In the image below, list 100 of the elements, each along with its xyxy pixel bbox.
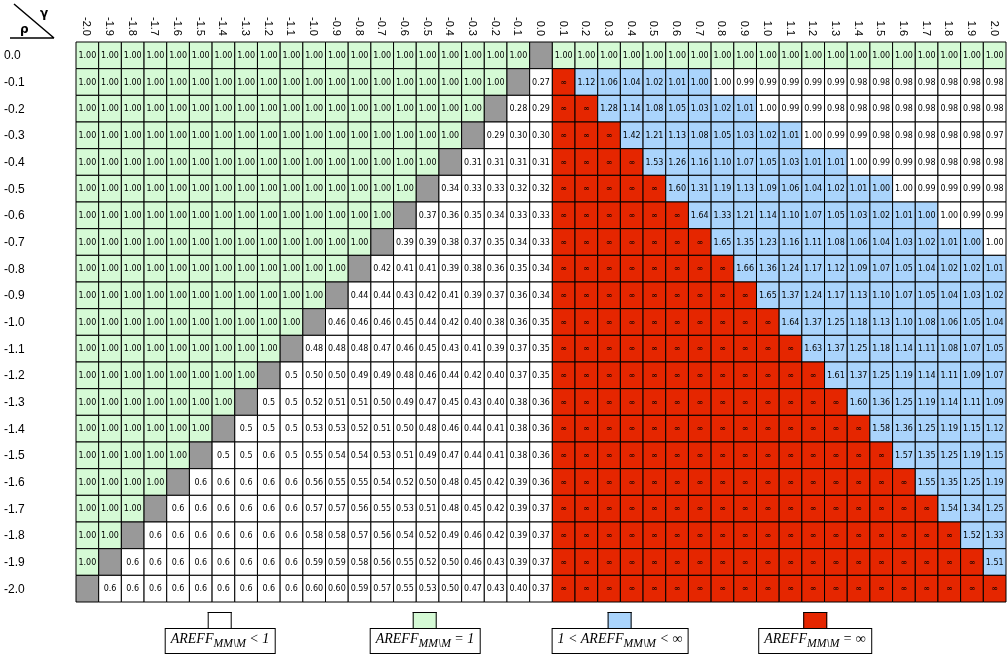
data-label: 1.00 [259,210,278,220]
data-label: 0.50 [373,397,392,407]
text: ∞ [560,184,568,194]
data-label: 0.36 [532,450,550,460]
data-label: 1.36 [872,397,891,407]
data-label: 0.6 [285,477,298,487]
data-label: 0.42 [418,290,437,300]
text: ∞ [628,477,636,487]
data-label: 0.6 [217,584,230,594]
data-label: 1.00 [418,77,437,87]
data-label: 0.43 [486,557,505,567]
data-label: 0.32 [532,184,550,194]
text: ∞ [741,344,749,354]
data-label: 0.34 [532,290,550,300]
data-label: 1.00 [191,290,210,300]
text: ∞ [719,370,726,380]
text: ∞ [673,344,681,354]
data-label: 1.00 [373,104,392,114]
text: ∞ [560,210,568,220]
text: ∞ [605,130,613,140]
data-label: 0.57 [373,584,392,594]
data-label: 1.05 [985,344,1004,354]
data-label: 1.00 [396,104,414,114]
data-label: 1.00 [169,210,187,220]
data-label: 0.99 [985,210,1004,220]
data-label: 0.98 [917,157,936,167]
y-tick-label: -0.2 [4,101,25,116]
data-label: 1.14 [940,397,959,407]
data-label: 1.00 [237,290,256,300]
data-label: 0.99 [849,130,868,140]
data-label: 1.25 [917,424,936,434]
data-label: 0.52 [418,557,437,567]
data-label: 1.00 [123,77,142,87]
text: ∞ [583,370,590,380]
data-label: 1.00 [146,157,165,167]
data-label: 0.98 [849,77,868,87]
data-label: 1.53 [645,157,664,167]
x-tick-label: 1.1 [784,20,797,36]
text: ∞ [605,344,613,354]
data-label: 0.31 [509,157,528,167]
x-tick-label: -0.1 [512,17,525,36]
data-label: 1.00 [259,344,278,354]
data-label: 0.99 [872,157,891,167]
data-label: 1.13 [668,130,686,140]
x-tick-label: 1.2 [807,20,820,36]
data-label: 1.00 [305,104,324,114]
data-label: 1.00 [396,184,414,194]
text: ∞ [855,450,862,460]
data-label: 0.37 [464,237,482,247]
data-label: 1.00 [78,397,97,407]
data-label: 1.00 [78,530,97,540]
data-label: 1.00 [101,477,119,487]
x-tick-label: -1.0 [308,17,321,36]
data-label: 0.39 [396,237,414,247]
x-tick-label: 0.2 [580,20,593,36]
data-label: 1.26 [668,157,686,167]
data-label: 0.98 [940,104,959,114]
data-label: 1.00 [305,184,324,194]
data-label: 0.98 [963,77,981,87]
data-label: 1.00 [146,77,165,87]
text: ∞ [787,344,794,354]
data-label: 1.00 [169,397,187,407]
text: ∞ [605,397,613,407]
text: ∞ [560,130,568,140]
data-label: 1.00 [214,50,233,60]
data-label: 1.00 [327,104,346,114]
data-label: 0.42 [486,504,505,514]
text: ∞ [696,370,704,380]
text: ∞ [696,530,704,540]
x-tick-label: -2.0 [81,17,94,36]
data-label: 0.54 [350,450,369,460]
data-label: 0.57 [305,504,324,514]
data-label: 0.35 [532,344,550,354]
data-label: 0.31 [532,157,550,167]
y-tick-label: -0.1 [4,75,25,89]
data-label: 1.00 [101,424,119,434]
data-label: 1.00 [985,50,1004,60]
text: ∞ [945,584,953,594]
data-label: 1.00 [441,77,460,87]
x-tick-label: 0.8 [716,20,729,36]
data-label: 1.09 [985,397,1004,407]
text: ∞ [787,530,794,540]
data-label: 1.14 [917,370,936,380]
data-label: 1.37 [849,370,868,380]
data-label: 1.00 [464,50,482,60]
data-label: 0.60 [327,584,346,594]
text: ∞ [651,477,658,487]
category-label: AREFF$_{MM\M}$ = ∞ [758,628,872,654]
data-label: 1.00 [101,504,119,514]
text: ∞ [787,477,794,487]
data-label: 1.11 [963,397,981,407]
data-label: 1.10 [713,157,732,167]
data-label: 0.45 [418,344,437,354]
data-label: 1.05 [917,290,936,300]
text: ∞ [628,210,636,220]
data-label: 1.00 [123,237,142,247]
text: ∞ [605,264,613,274]
x-tick-label: -1.1 [285,17,298,36]
data-label: 0.44 [464,424,482,434]
y-tick-label: -1.4 [4,421,25,436]
